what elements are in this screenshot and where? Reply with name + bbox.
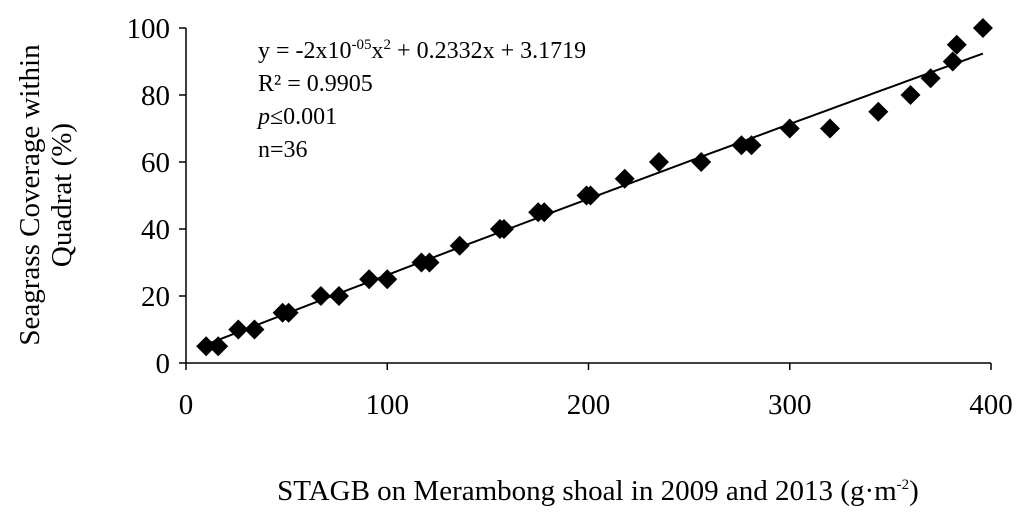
y-axis-title: Seagrass Coverage within Quadrat (%) [14,44,78,346]
data-point [228,319,249,340]
data-point [449,235,470,256]
data-point [820,118,840,139]
data-point [691,152,712,172]
data-point [731,135,752,156]
y-axis-title-line1: Seagrass Coverage within [14,44,46,346]
y-axis-title-line2: Quadrat (%) [46,123,78,267]
data-points [196,18,993,357]
r-squared-annotation: R² = 0.9905 [258,71,373,97]
data-point [741,135,762,156]
x-tick-label: 400 [969,389,1013,421]
data-point [580,185,601,206]
x-axis-title: STAGB on Merambong shoal in 2009 and 201… [277,475,919,507]
x-tick-label: 300 [768,389,812,421]
data-point [534,202,555,223]
axes: 0 20 40 60 80 100 0 100 200 300 400 [127,13,1013,421]
p-value-annotation: p≤0.001 [256,104,337,130]
data-point [244,319,265,340]
sample-size-annotation: n=36 [258,137,308,163]
data-point [493,219,514,239]
x-tick-label: 100 [366,389,410,421]
data-point [278,302,299,323]
data-point [920,68,941,89]
data-point [972,18,993,38]
data-point [359,269,380,290]
y-tick-label: 100 [127,13,171,45]
y-tick-label: 40 [141,214,170,246]
data-point [900,85,921,105]
data-point [868,101,889,122]
y-tick-label: 60 [141,147,170,179]
data-point [648,152,669,172]
data-point [208,336,229,357]
data-point [419,252,440,273]
data-point [377,269,398,290]
x-tick-label: 200 [567,389,611,421]
y-tick-label: 80 [141,80,170,112]
data-point [196,336,217,357]
data-point [779,118,800,139]
y-tick-label: 20 [141,281,170,313]
data-point [942,51,963,72]
data-point [614,168,635,189]
data-point [328,286,349,306]
data-point [310,286,331,306]
equation-annotation: y = -2x10-05x2 + 0.2332x + 3.1719 [258,37,586,64]
y-tick-label: 0 [156,348,171,380]
data-point [946,34,967,55]
x-tick-label: 0 [179,389,194,421]
